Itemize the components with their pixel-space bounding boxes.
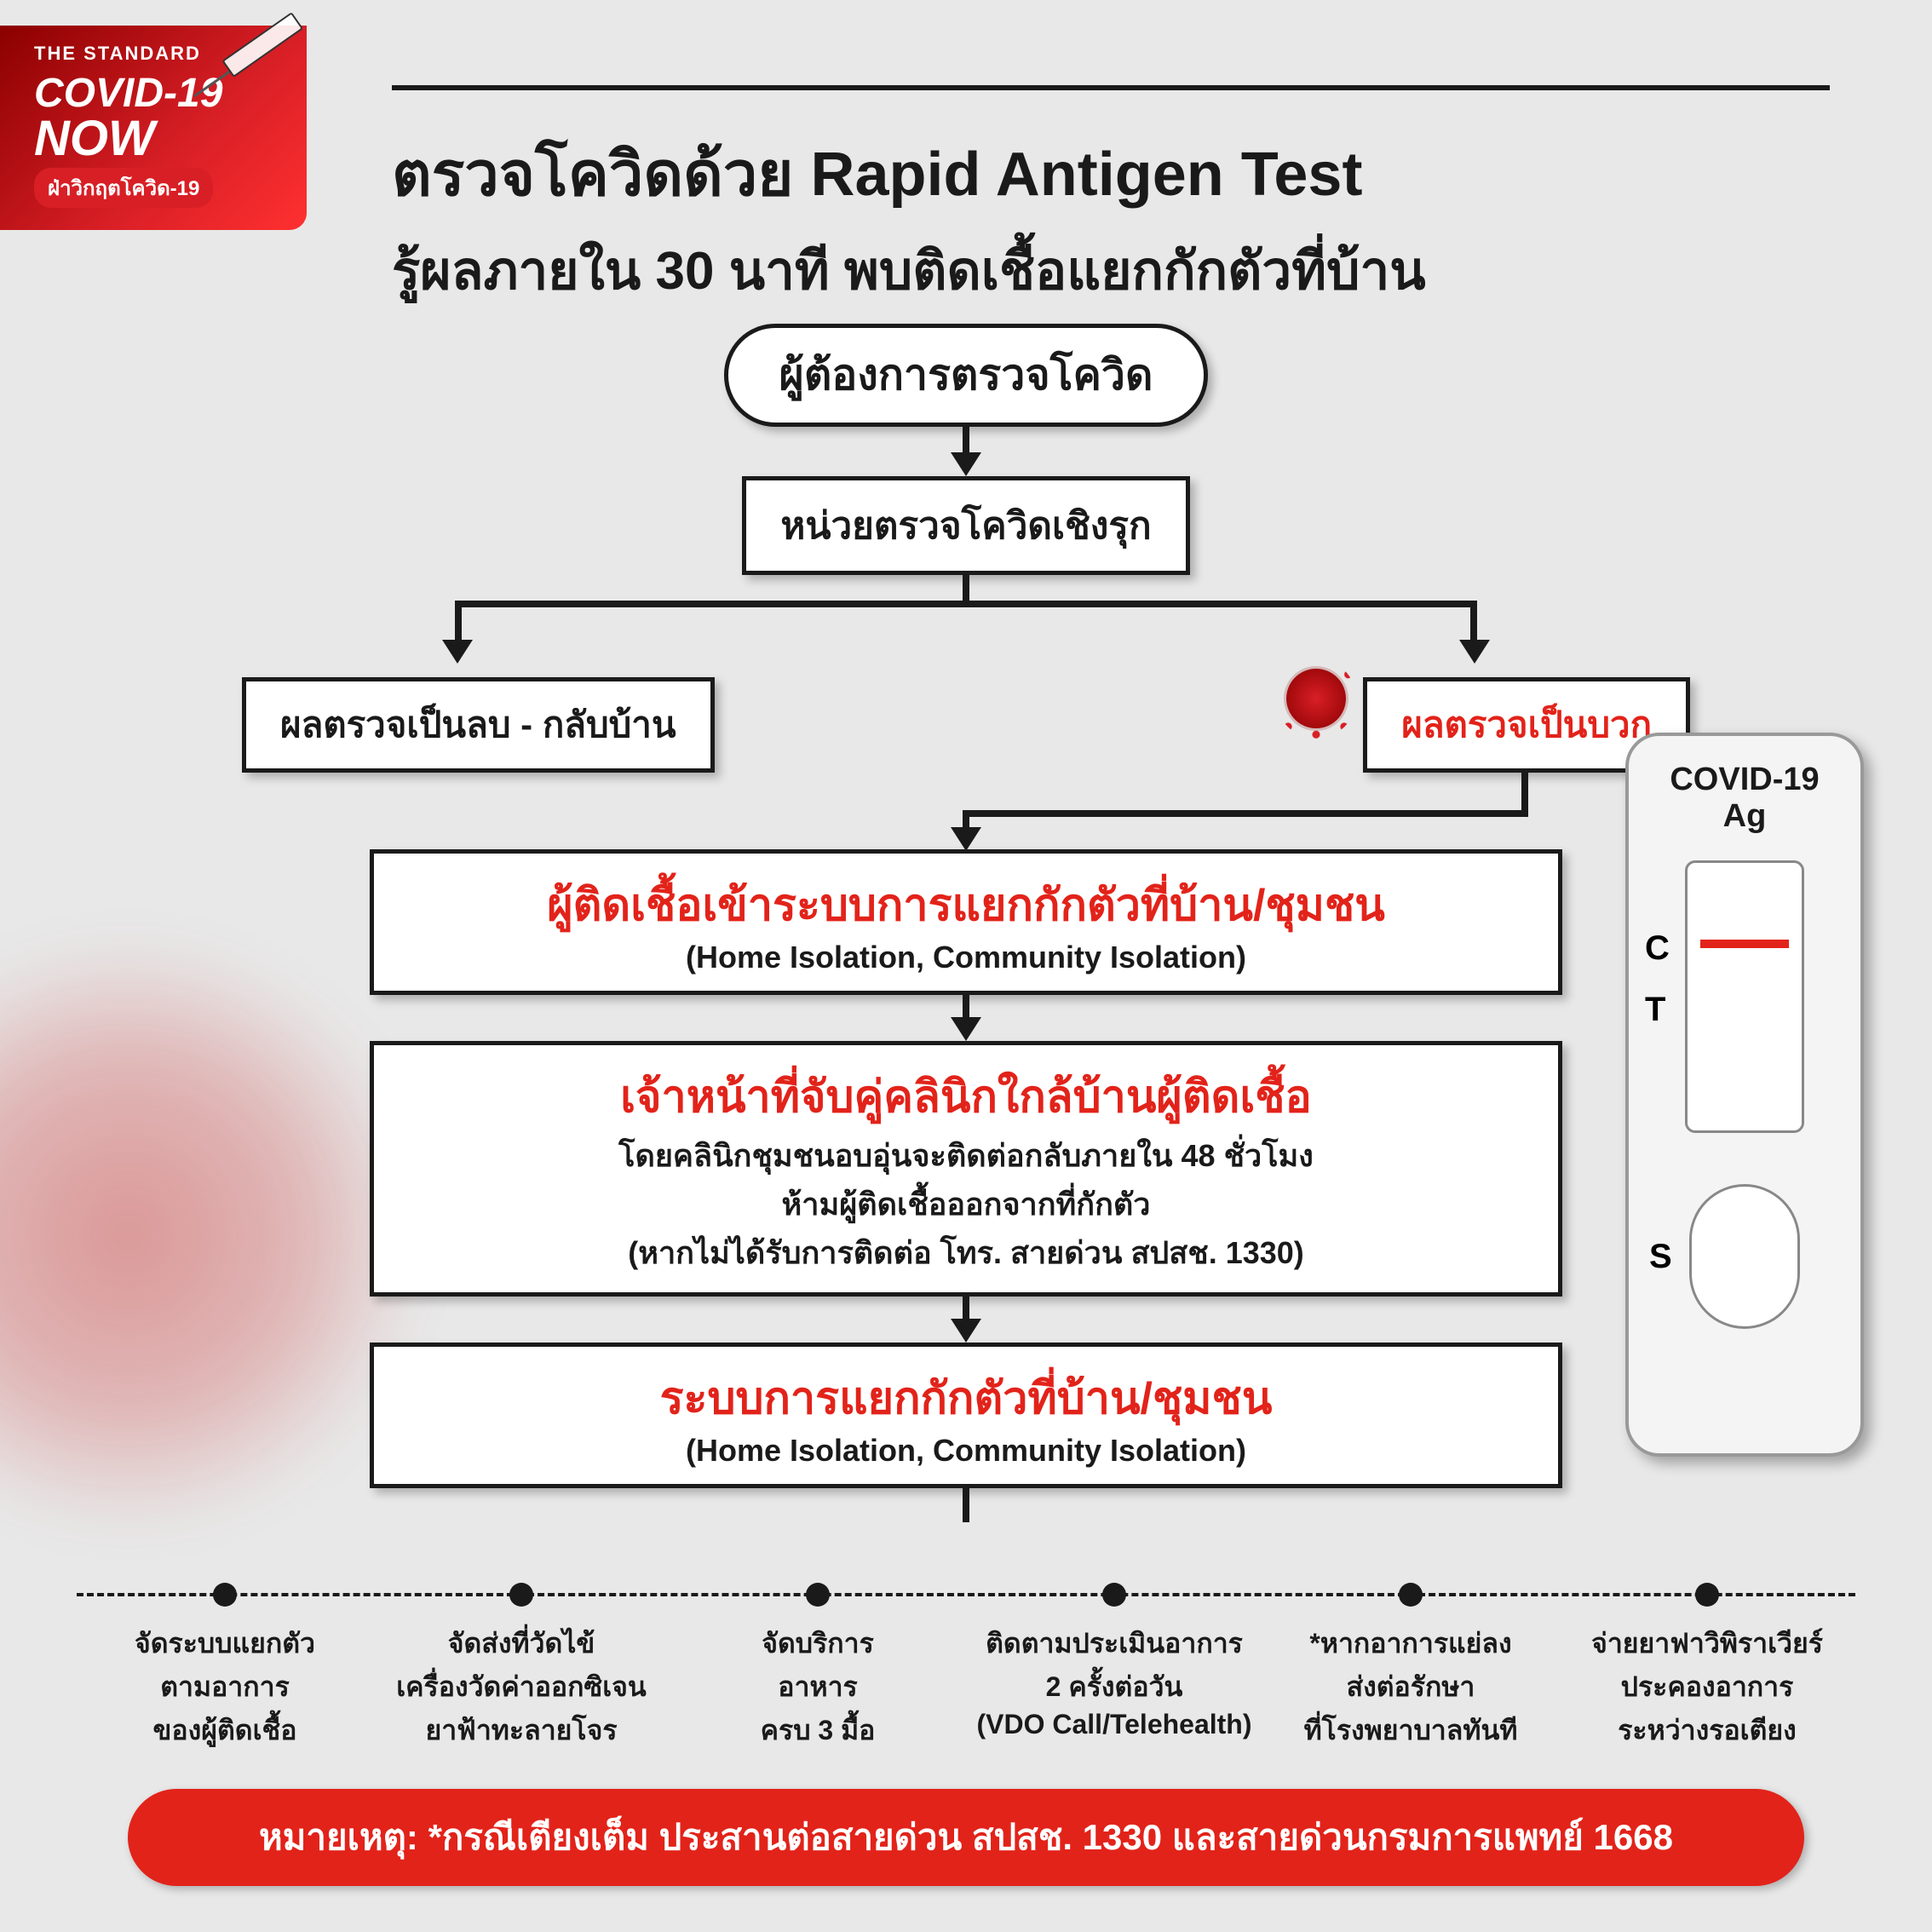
title-sub: รู้ผลภายใน 30 นาที พบติดเชื้อแยกกักตัวที… (392, 229, 1830, 313)
step1-title: ผู้ติดเชื้อเข้าระบบการแยกกักตัวที่บ้าน/ช… (408, 869, 1524, 940)
arrow-icon (951, 1017, 981, 1041)
step3-sub: (Home Isolation, Community Isolation) (408, 1433, 1524, 1469)
flow-negative: ผลตรวจเป็นลบ - กลับบ้าน (242, 677, 715, 773)
kit-t-label: T (1645, 991, 1665, 1029)
service-line: ของผู้ติดเชื้อ (83, 1709, 366, 1752)
flow-split (336, 575, 1596, 677)
kit-control-line (1700, 940, 1789, 948)
service-item: จัดระบบแยกตัว ตามอาการ ของผู้ติดเชื้อ (77, 1596, 373, 1752)
step2-line3: (หากไม่ได้รับการติดต่อ โทร. สายด่วน สปสช… (408, 1228, 1524, 1277)
service-line: จัดระบบแยกตัว (83, 1622, 366, 1665)
service-line: ที่โรงพยาบาลทันที (1269, 1709, 1552, 1752)
flow-step3: ระบบการแยกกักตัวที่บ้าน/ชุมชน (Home Isol… (370, 1343, 1562, 1488)
badge-covid: COVID-19 (34, 70, 290, 117)
service-item: จ่ายยาฟาวิพิราเวียร์ ประคองอาการ ระหว่าง… (1559, 1596, 1855, 1752)
service-line: จัดส่งที่วัดไข้ (380, 1622, 663, 1665)
service-line: อาหาร (676, 1665, 959, 1709)
title-block: ตรวจโควิดด้วย Rapid Antigen Test รู้ผลภา… (392, 85, 1830, 313)
footnote: หมายเหตุ: *กรณีเตียงเต็ม ประสานต่อสายด่ว… (128, 1789, 1804, 1886)
service-line: ประคองอาการ (1566, 1665, 1849, 1709)
step2-title: เจ้าหน้าที่จับคู่คลินิกใกล้บ้านผู้ติดเชื… (408, 1061, 1524, 1131)
service-item: จัดส่งที่วัดไข้ เครื่องวัดค่าออกซิเจน ยา… (373, 1596, 670, 1752)
service-line: เครื่องวัดค่าออกซิเจน (380, 1665, 663, 1709)
service-item: *หากอาการแย่ลง ส่งต่อรักษา ที่โรงพยาบาลท… (1262, 1596, 1559, 1752)
title-main: ตรวจโควิดด้วย Rapid Antigen Test (392, 124, 1830, 222)
kit-sample-well: S (1689, 1184, 1800, 1329)
antigen-test-kit: COVID-19 Ag C T S (1625, 733, 1864, 1457)
service-line: 2 ครั้งต่อวัน (973, 1665, 1256, 1709)
service-line: ติดตามประเมินอาการ (973, 1622, 1256, 1665)
arrow-icon (951, 1319, 981, 1343)
flow-start: ผู้ต้องการตรวจโควิด (724, 324, 1209, 427)
service-item: จัดบริการ อาหาร ครบ 3 มื้อ (670, 1596, 966, 1752)
service-line: จ่ายยาฟาวิพิราเวียร์ (1566, 1622, 1849, 1665)
kit-s-label: S (1649, 1238, 1672, 1276)
badge-now: NOW (34, 117, 290, 161)
flow-step2: เจ้าหน้าที่จับคู่คลินิกใกล้บ้านผู้ติดเชื… (370, 1041, 1562, 1297)
service-line: ยาฟ้าทะลายโจร (380, 1709, 663, 1752)
step2-line1: โดยคลินิกชุมชนอบอุ่นจะติดต่อกลับภายใน 48… (408, 1131, 1524, 1180)
flow-unit: หน่วยตรวจโควิดเชิงรุก (742, 476, 1189, 575)
kit-result-window: C T (1685, 860, 1804, 1133)
brand-badge: THE STANDARD COVID-19 NOW ฝ่าวิกฤตโควิด-… (0, 26, 307, 230)
flow-step1: ผู้ติดเชื้อเข้าระบบการแยกกักตัวที่บ้าน/ช… (370, 849, 1562, 995)
badge-subtitle: ฝ่าวิกฤตโควิด-19 (34, 168, 213, 208)
kit-c-label: C (1645, 929, 1670, 968)
step2-line2: ห้ามผู้ติดเชื้อออกจากที่กักตัว (408, 1180, 1524, 1228)
kit-label-covid: COVID-19 (1646, 762, 1843, 798)
service-item: ติดตามประเมินอาการ 2 ครั้งต่อวัน (VDO Ca… (966, 1596, 1262, 1752)
virus-icon (1286, 669, 1346, 728)
step3-title: ระบบการแยกกักตัวที่บ้าน/ชุมชน (408, 1362, 1524, 1433)
service-line: ระหว่างรอเตียง (1566, 1709, 1849, 1752)
step1-sub: (Home Isolation, Community Isolation) (408, 940, 1524, 975)
service-line: ส่งต่อรักษา (1269, 1665, 1552, 1709)
arrow-icon (951, 452, 981, 476)
service-line: *หากอาการแย่ลง (1269, 1622, 1552, 1665)
flow-results-row: ผลตรวจเป็นลบ - กลับบ้าน ผลตรวจเป็นบวก (242, 677, 1690, 773)
services-row: จัดระบบแยกตัว ตามอาการ ของผู้ติดเชื้อ จั… (77, 1593, 1855, 1752)
service-line: ตามอาการ (83, 1665, 366, 1709)
service-line: ครบ 3 มื้อ (676, 1709, 959, 1752)
service-line: (VDO Call/Telehealth) (973, 1709, 1256, 1740)
kit-label-ag: Ag (1646, 798, 1843, 835)
service-line: จัดบริการ (676, 1622, 959, 1665)
